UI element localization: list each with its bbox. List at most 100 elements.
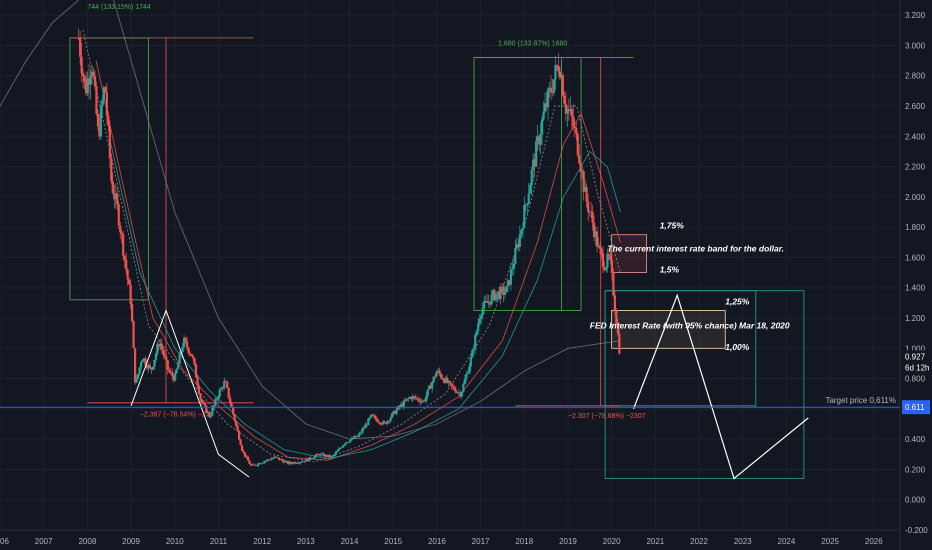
candle-body	[408, 397, 411, 399]
candle-body	[344, 442, 348, 445]
candle-body	[480, 315, 483, 319]
candle-body	[269, 459, 272, 461]
candle-body	[96, 113, 100, 127]
candle-body	[125, 259, 128, 270]
candle-body	[557, 66, 560, 72]
candle-body	[327, 455, 330, 457]
candle-body	[352, 437, 355, 439]
candle-body	[542, 111, 545, 120]
candle-body	[350, 437, 354, 440]
candle-body	[301, 461, 305, 462]
y-tick-label: 0.000	[905, 496, 926, 505]
candle-body	[111, 181, 114, 194]
candle-body	[135, 378, 138, 383]
candle-body	[148, 365, 152, 368]
historic-projection-line	[130, 308, 250, 478]
candle-body	[162, 349, 165, 355]
x-tick-label: 2019	[559, 537, 577, 546]
candle-body	[472, 349, 475, 351]
candle-body	[120, 232, 123, 235]
candle-body	[298, 462, 302, 464]
candle-body	[460, 392, 463, 397]
x-tick-label: 2018	[515, 537, 533, 546]
candle-body	[385, 422, 388, 424]
annotation-text: 1,00%	[725, 342, 750, 352]
candle-body	[358, 433, 361, 436]
y-tick-label: 1.200	[905, 314, 926, 323]
candle-body	[370, 414, 373, 418]
candle-body	[481, 308, 484, 316]
candle-body	[171, 372, 174, 377]
candle-body	[423, 400, 426, 402]
candle-body	[536, 136, 539, 142]
candle-body	[560, 75, 563, 78]
candle-body	[212, 405, 215, 409]
candle-body	[252, 464, 256, 466]
candle-body	[543, 103, 547, 112]
candle-body	[240, 445, 244, 451]
candle-body	[139, 362, 143, 368]
candle-body	[183, 337, 186, 347]
x-tick-label: 2007	[35, 537, 53, 546]
candles	[77, 28, 621, 468]
candle-body	[208, 412, 211, 417]
candle-body	[529, 185, 532, 194]
x-tick-label: 2008	[78, 537, 96, 546]
candle-body	[318, 454, 321, 456]
candle-body	[166, 360, 169, 370]
candle-body	[387, 420, 391, 422]
candle-body	[371, 414, 374, 416]
candle-body	[508, 280, 511, 285]
candle-body	[539, 134, 542, 145]
candle-body	[402, 400, 406, 407]
candle-body	[380, 423, 383, 425]
target-price-label: Target price 0,611%	[825, 396, 896, 405]
moving-average-line	[82, 30, 621, 463]
candle-body	[181, 346, 184, 352]
drawing-rectangle	[611, 234, 648, 273]
candle-body	[266, 459, 269, 461]
y-tick-label: 2.800	[905, 72, 926, 81]
candle-body	[582, 171, 585, 192]
y-tick-label: 0.200	[905, 465, 926, 474]
candle-body	[194, 364, 198, 378]
x-tick-label: 2020	[603, 537, 621, 546]
y-tick-label: 1.800	[905, 223, 926, 232]
candle-body	[102, 87, 105, 101]
candle-body	[175, 368, 178, 374]
candle-body	[330, 456, 333, 458]
candle-body	[374, 416, 377, 420]
candle-body	[487, 301, 490, 303]
candle-body	[517, 244, 520, 247]
candle-body	[105, 92, 108, 116]
candle-body	[396, 406, 400, 410]
candle-body	[156, 344, 159, 354]
candle-body	[448, 381, 452, 384]
candle-body	[410, 397, 413, 400]
annotation-text: −2.307 (−78.68%) −2307	[568, 413, 646, 420]
candle-body	[610, 259, 614, 273]
candle-body	[500, 286, 504, 288]
candle-body	[368, 417, 371, 419]
candle-body	[153, 359, 156, 367]
candle-body	[227, 387, 230, 398]
candle-body	[169, 371, 172, 373]
y-tick-label: 2.000	[905, 193, 926, 202]
candle-body	[420, 401, 423, 403]
candle-body	[122, 234, 125, 256]
candle-body	[613, 295, 616, 311]
candle-body	[285, 461, 288, 462]
candle-body	[478, 318, 481, 324]
candle-body	[603, 267, 606, 271]
candle-body	[206, 412, 209, 413]
candle-body	[281, 459, 284, 461]
candle-body	[264, 460, 267, 462]
candle-body	[588, 211, 591, 213]
candle-body	[306, 459, 309, 462]
candle-body	[184, 337, 187, 342]
candle-body	[606, 253, 609, 268]
candle-body	[462, 384, 465, 393]
candle-body	[165, 356, 168, 361]
